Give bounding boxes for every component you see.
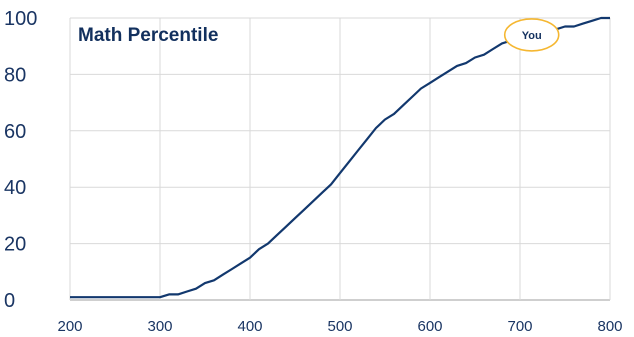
y-tick-label: 100	[4, 8, 37, 30]
x-tick-label: 700	[507, 318, 532, 335]
you-marker-label: You	[522, 30, 542, 42]
x-tick-label: 800	[597, 318, 622, 335]
x-axis-ticks: 200 300 400 500 600 700 800	[57, 318, 622, 335]
x-tick-label: 400	[237, 318, 262, 335]
you-marker-ellipse	[503, 18, 560, 52]
y-tick-label: 60	[4, 121, 26, 143]
y-axis-ticks: 0 20 40 60 80 100	[4, 8, 37, 312]
grid	[69, 17, 611, 301]
x-tick-label: 200	[57, 318, 82, 335]
y-tick-label: 0	[4, 290, 15, 312]
x-tick-label: 300	[147, 318, 172, 335]
chart-title: Math Percentile	[78, 25, 218, 46]
y-tick-label: 40	[4, 177, 26, 199]
x-tick-label: 500	[327, 318, 352, 335]
y-tick-label: 20	[4, 234, 26, 256]
x-tick-label: 600	[417, 318, 442, 335]
y-tick-label: 80	[4, 64, 26, 86]
you-marker: You	[503, 18, 560, 52]
